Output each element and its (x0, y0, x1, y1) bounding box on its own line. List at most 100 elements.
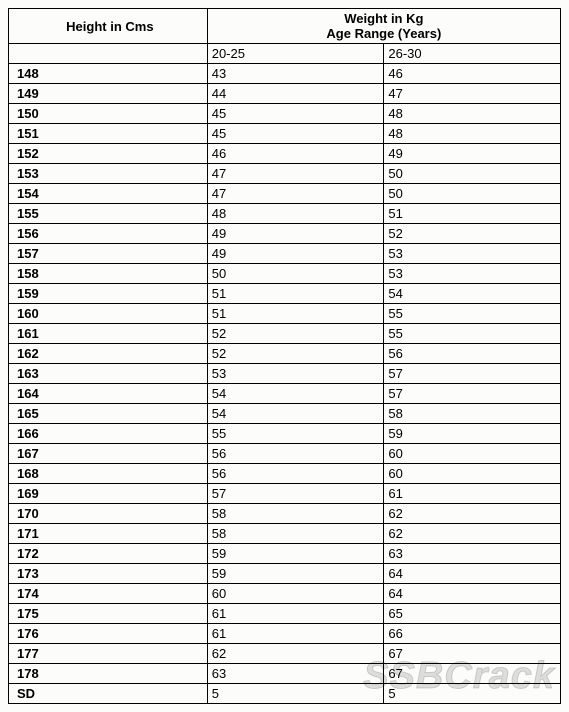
height-cell: 153 (9, 164, 208, 184)
table-row: 1564952 (9, 224, 561, 244)
weight-cell-1: 48 (207, 204, 384, 224)
weight-cell-2: 59 (384, 424, 561, 444)
height-cell: 168 (9, 464, 208, 484)
table-row: 1756165 (9, 604, 561, 624)
height-cell: 173 (9, 564, 208, 584)
weight-cell-2: 53 (384, 244, 561, 264)
height-cell: 176 (9, 624, 208, 644)
height-cell: 155 (9, 204, 208, 224)
table-row: 1665559 (9, 424, 561, 444)
weight-cell-1: 47 (207, 184, 384, 204)
weight-cell-2: 64 (384, 584, 561, 604)
height-cell: 161 (9, 324, 208, 344)
weight-cell-2: 5 (384, 684, 561, 704)
weight-cell-2: 48 (384, 104, 561, 124)
weight-cell-1: 63 (207, 664, 384, 684)
height-cell: 156 (9, 224, 208, 244)
weight-cell-2: 60 (384, 464, 561, 484)
height-cell: 178 (9, 664, 208, 684)
weight-cell-1: 57 (207, 484, 384, 504)
weight-header: Weight in Kg Age Range (Years) (207, 9, 560, 44)
weight-cell-1: 56 (207, 464, 384, 484)
age-range-label: Age Range (Years) (212, 26, 556, 41)
weight-cell-2: 65 (384, 604, 561, 624)
weight-cell-2: 49 (384, 144, 561, 164)
table-row: 1605155 (9, 304, 561, 324)
weight-cell-1: 52 (207, 344, 384, 364)
weight-cell-2: 67 (384, 664, 561, 684)
table-row: 1504548 (9, 104, 561, 124)
weight-cell-2: 67 (384, 644, 561, 664)
table-row: 1746064 (9, 584, 561, 604)
height-cell: 172 (9, 544, 208, 564)
weight-cell-2: 62 (384, 504, 561, 524)
height-cell: 149 (9, 84, 208, 104)
weight-cell-2: 55 (384, 304, 561, 324)
table-row: 1585053 (9, 264, 561, 284)
height-cell: 158 (9, 264, 208, 284)
weight-cell-2: 52 (384, 224, 561, 244)
weight-cell-2: 56 (384, 344, 561, 364)
table-row: 1675660 (9, 444, 561, 464)
weight-cell-2: 62 (384, 524, 561, 544)
table-row: 1635357 (9, 364, 561, 384)
weight-cell-2: 54 (384, 284, 561, 304)
table-row: 1484346 (9, 64, 561, 84)
weight-cell-2: 64 (384, 564, 561, 584)
table-row: SD55 (9, 684, 561, 704)
weight-cell-2: 48 (384, 124, 561, 144)
weight-cell-1: 51 (207, 284, 384, 304)
weight-cell-1: 45 (207, 124, 384, 144)
weight-cell-2: 63 (384, 544, 561, 564)
table-row: 1695761 (9, 484, 561, 504)
weight-cell-1: 61 (207, 604, 384, 624)
weight-cell-1: 53 (207, 364, 384, 384)
weight-cell-1: 49 (207, 224, 384, 244)
height-cell: 171 (9, 524, 208, 544)
height-weight-table: Height in Cms Weight in Kg Age Range (Ye… (8, 8, 561, 704)
weight-cell-2: 46 (384, 64, 561, 84)
age-col-2: 26-30 (384, 44, 561, 64)
weight-cell-2: 50 (384, 184, 561, 204)
height-cell: SD (9, 684, 208, 704)
weight-cell-2: 55 (384, 324, 561, 344)
weight-cell-1: 60 (207, 584, 384, 604)
weight-cell-1: 52 (207, 324, 384, 344)
height-cell: 164 (9, 384, 208, 404)
table-row: 1645457 (9, 384, 561, 404)
table-row: 1534750 (9, 164, 561, 184)
weight-cell-2: 58 (384, 404, 561, 424)
weight-cell-1: 50 (207, 264, 384, 284)
weight-cell-1: 51 (207, 304, 384, 324)
table-header-row-2: 20-25 26-30 (9, 44, 561, 64)
weight-cell-1: 55 (207, 424, 384, 444)
table-row: 1766166 (9, 624, 561, 644)
height-cell: 151 (9, 124, 208, 144)
table-row: 1715862 (9, 524, 561, 544)
age-col-1: 20-25 (207, 44, 384, 64)
height-cell: 157 (9, 244, 208, 264)
weight-cell-1: 5 (207, 684, 384, 704)
weight-cell-1: 43 (207, 64, 384, 84)
weight-cell-1: 44 (207, 84, 384, 104)
weight-cell-2: 47 (384, 84, 561, 104)
height-cell: 159 (9, 284, 208, 304)
height-cell: 163 (9, 364, 208, 384)
table-row: 1615255 (9, 324, 561, 344)
weight-cell-1: 54 (207, 384, 384, 404)
height-cell: 177 (9, 644, 208, 664)
height-cell: 169 (9, 484, 208, 504)
table-row: 1655458 (9, 404, 561, 424)
weight-cell-2: 51 (384, 204, 561, 224)
weight-cell-1: 56 (207, 444, 384, 464)
height-header-empty (9, 44, 208, 64)
table-row: 1595154 (9, 284, 561, 304)
table-body: 1484346149444715045481514548152464915347… (9, 64, 561, 704)
height-cell: 166 (9, 424, 208, 444)
height-header: Height in Cms (9, 9, 208, 44)
weight-cell-1: 59 (207, 564, 384, 584)
table-row: 1725963 (9, 544, 561, 564)
weight-cell-1: 46 (207, 144, 384, 164)
table-row: 1705862 (9, 504, 561, 524)
height-cell: 167 (9, 444, 208, 464)
